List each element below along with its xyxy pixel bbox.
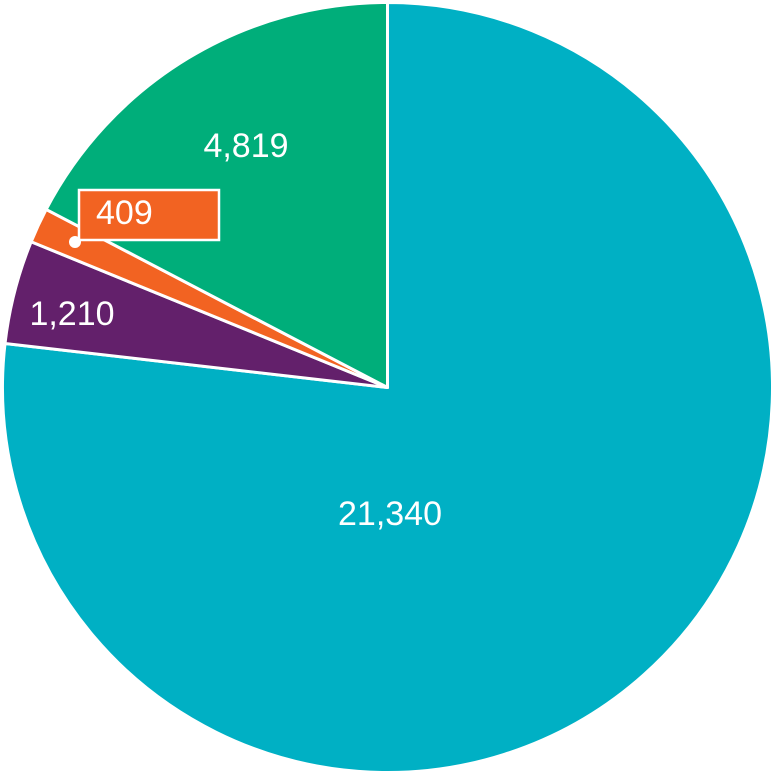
data-label: 21,340 bbox=[338, 495, 442, 533]
callout-box bbox=[77, 188, 221, 242]
data-label: 409 bbox=[96, 194, 153, 232]
data-label: 4,819 bbox=[203, 127, 288, 165]
data-label: 1,210 bbox=[29, 295, 114, 333]
pie-labels: 21,340 1,210 409 4,819 bbox=[29, 127, 442, 533]
callout-marker bbox=[69, 236, 81, 248]
callout-label: 409 bbox=[69, 188, 221, 248]
